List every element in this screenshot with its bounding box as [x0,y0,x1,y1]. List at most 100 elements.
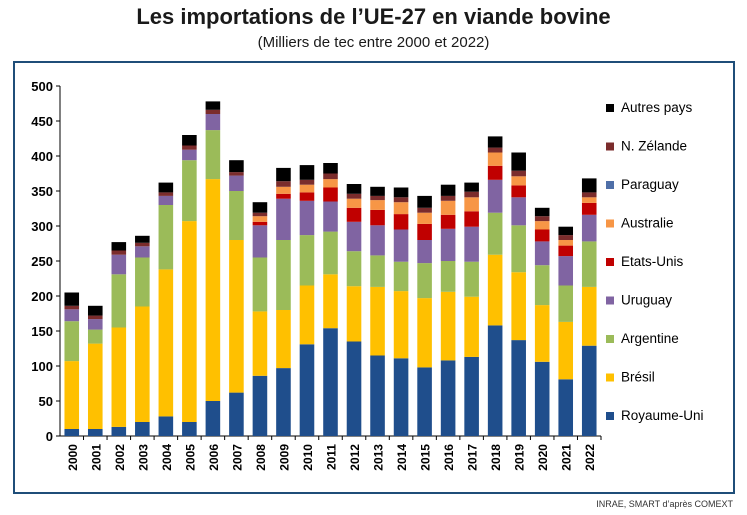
x-tick-label: 2006 [207,444,221,471]
legend-label: Argentine [621,331,679,346]
bar-segment-argentine-2015 [417,263,432,299]
legend-label: Uruguay [621,293,672,308]
y-tick-label: 0 [46,429,53,444]
legend-swatch [606,373,614,382]
bar-segment-autres-pays-2004 [158,182,174,193]
bar-segment-br-sil-2021 [558,321,574,380]
y-tick-label: 400 [31,149,53,164]
x-tick-label: 2018 [489,444,503,471]
bar-segment-n-z-lande-2003 [135,242,150,247]
x-tick-label: 2013 [372,444,386,471]
legend-swatch [606,335,614,343]
bar-segment-autres-pays-2006 [205,101,221,110]
x-tick-label: 2020 [536,444,550,471]
x-tick-label: 2004 [160,444,174,471]
bar-segment-argentine-2021 [558,285,574,322]
legend-label: Royaume-Uni [621,408,704,423]
legend-swatch [606,258,614,266]
bar-segment-br-sil-2017 [464,296,479,357]
legend-swatch [606,181,614,189]
bar-segment-royaume-uni-2005 [182,422,197,436]
bar-segment-n-z-lande-2001 [87,315,103,320]
bar-segment-etats-unis-2008 [252,221,268,226]
legend-swatch [606,142,614,151]
bar-segment-br-sil-2001 [87,343,103,429]
bar-segment-autres-pays-2022 [581,178,597,193]
bar-segment-uruguay-2019 [511,197,526,226]
bar-segment-br-sil-2018 [487,254,503,326]
bar-segment-royaume-uni-2003 [135,422,150,436]
bar-segment-br-sil-2005 [182,221,197,422]
bar-segment-royaume-uni-2004 [158,416,174,436]
bar-segment-uruguay-2014 [393,229,409,262]
bar-segment-argentine-2001 [87,329,103,344]
bar-segment-uruguay-2020 [534,241,550,266]
bar-segment-n-z-lande-2005 [182,145,197,150]
bar-segment-etats-unis-2011 [323,187,338,202]
x-tick-label: 2012 [348,444,362,471]
y-tick-label: 450 [31,114,53,129]
x-tick-label: 2014 [395,444,409,471]
y-tick-label: 200 [31,289,53,304]
x-tick-label: 2015 [419,444,433,471]
bar-segment-uruguay-2000 [64,309,80,322]
bar-segment-br-sil-2014 [393,291,409,359]
bar-segment-royaume-uni-2012 [346,341,362,436]
legend-swatch [606,219,614,228]
bar-segment-argentine-2014 [393,261,409,292]
x-tick-label: 2001 [89,444,103,471]
x-tick-label: 2003 [136,444,150,471]
bar-segment-australie-2008 [252,216,268,222]
stacked-bar-chart: 0 50 100 150 200 250 300 350 400 450 500 2000 2001 20… [31,79,704,471]
bar-segment-royaume-uni-2011 [323,328,338,436]
bar-segment-br-sil-2015 [417,298,432,368]
y-tick-label: 500 [31,79,53,94]
bar-segment-royaume-uni-2019 [511,340,526,436]
bar-segment-autres-pays-2020 [534,207,550,217]
bar-segment-br-sil-2016 [440,291,456,361]
bar-segment-uruguay-2015 [417,240,432,264]
bar-segment-etats-unis-2013 [370,209,385,226]
bar-segment-uruguay-2011 [323,201,338,232]
bar-segment-n-z-lande-2000 [64,305,80,310]
bar-segment-uruguay-2009 [276,198,291,240]
legend-swatch [606,412,614,420]
x-tick-label: 2019 [513,444,527,471]
bar-segment-uruguay-2005 [182,149,197,161]
bar-segment-br-sil-2000 [64,361,80,429]
bar-segment-uruguay-2016 [440,228,456,261]
bar-segment-etats-unis-2016 [440,214,456,229]
bar-segment-autres-pays-2016 [440,184,456,196]
bar-segment-etats-unis-2009 [276,193,291,199]
bar-segment-royaume-uni-2021 [558,379,574,436]
x-tick-label: 2005 [183,444,197,471]
x-tick-label: 2002 [113,444,127,471]
bar-segment-autres-pays-2019 [511,152,526,171]
bar-segment-etats-unis-2018 [487,165,503,180]
bar-segment-argentine-2003 [135,257,150,307]
bar-segment-royaume-uni-2013 [370,355,385,436]
bar-segment-argentine-2011 [323,231,338,275]
bar-segment-br-sil-2011 [323,274,338,329]
bar-segment-argentine-2019 [511,225,526,273]
bar-segment-autres-pays-2018 [487,136,503,148]
bar-segment-argentine-2013 [370,255,385,287]
bar-segment-br-sil-2003 [135,306,150,422]
source-note: INRAE, SMART d’après COMEXT [596,499,733,509]
bar-segment-etats-unis-2022 [581,202,597,215]
bar-segment-autres-pays-2007 [229,160,244,173]
bar-segment-australie-2014 [393,202,409,215]
bar-segment-argentine-2018 [487,212,503,255]
bar-segment-autres-pays-2010 [299,165,315,180]
bar-segment-uruguay-2010 [299,200,315,236]
bar-segment-royaume-uni-2015 [417,367,432,436]
bar-segment-australie-2019 [511,176,526,186]
bar-segment-royaume-uni-2006 [205,401,221,436]
bar-segment-royaume-uni-2014 [393,358,409,436]
bar-segment-n-z-lande-2019 [511,170,526,177]
bar-segment-royaume-uni-2018 [487,325,503,436]
x-tick-label: 2011 [325,444,339,470]
x-tick-label: 2022 [583,444,597,471]
bar-segment-australie-2010 [299,184,315,193]
bar-segment-br-sil-2013 [370,286,385,356]
